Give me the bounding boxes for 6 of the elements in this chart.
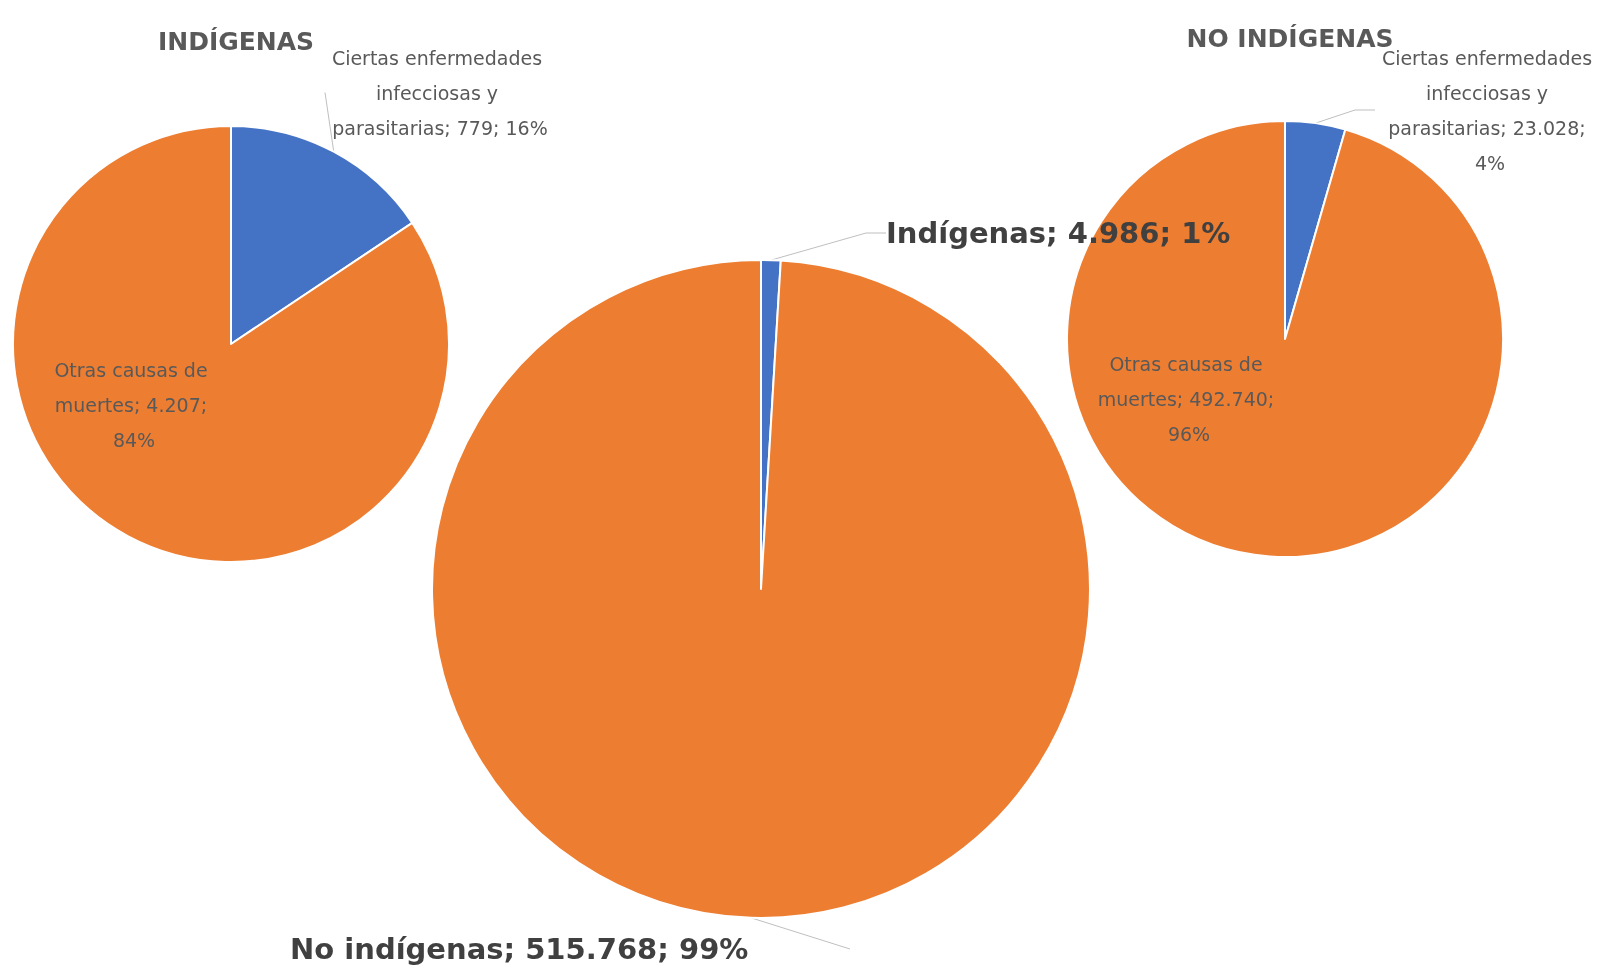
slice-label: Ciertas enfermedades infecciosas y parasitarias; 779; 16% [331,46,549,139]
slice-label: No indígenas; 515.768; 99% [290,932,749,966]
slice-label: Ciertas enfermedades infecciosas y parasitarias; 23.028; 4% [1381,46,1599,174]
slice-label: Otras causas de muertes; 492.740; 96% [1097,352,1281,445]
slice-label: Otras causas de muertes; 4.207; 84% [54,358,214,451]
chart-title: INDÍGENAS [157,27,315,56]
